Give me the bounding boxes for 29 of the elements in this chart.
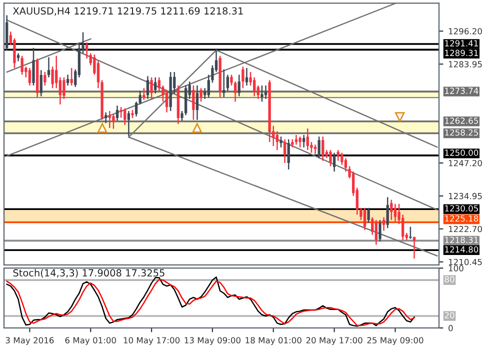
y-tick-label: 1222.70: [448, 226, 482, 232]
ref-line-label: 1262.65: [445, 118, 478, 124]
y-tick-label: 1247.20: [448, 160, 482, 166]
ref-line-label: 1291.41: [445, 40, 478, 46]
y-tick-label: 1234.95: [448, 192, 482, 200]
ref-line-label: 1218.31: [445, 236, 478, 244]
chart-title: XAUUSD,H4 1219.71 1219.75 1211.69 1218.31: [12, 7, 243, 16]
chart-title: Stoch(14,3,3) 17.9008 17.3255: [13, 269, 164, 278]
x-tick-label: 10 May 17:00: [124, 337, 180, 346]
x-tick-label: 6 May 01:00: [65, 337, 116, 346]
ref-line-label: 1230.05: [445, 205, 478, 212]
y-tick-label: 100: [448, 265, 464, 272]
ref-line-label: 20: [444, 312, 454, 318]
x-tick-label: 18 May 01:00: [246, 337, 302, 346]
y-tick-label: 1283.95: [448, 61, 482, 68]
ref-line-label: 1289.31: [445, 50, 478, 56]
x-tick-label: 3 May 2016: [6, 337, 54, 346]
ref-line-label: 1225.18: [445, 215, 478, 222]
ref-line-label: 80: [444, 276, 454, 282]
y-tick-label: 1296.20: [448, 28, 482, 34]
x-tick-label: 25 May 09:00: [367, 337, 424, 346]
y-tick-label: 1210.45: [448, 258, 482, 266]
ref-line-label: 1214.80: [445, 246, 478, 253]
ref-line-label: 1258.25: [445, 129, 478, 136]
ref-line-label: 1273.74: [445, 88, 478, 94]
x-tick-label: 13 May 09:00: [184, 337, 240, 346]
ref-line-label: 1250.00: [445, 150, 478, 156]
x-tick-label: 20 May 17:00: [306, 337, 362, 346]
y-tick-label: 0: [448, 324, 453, 332]
